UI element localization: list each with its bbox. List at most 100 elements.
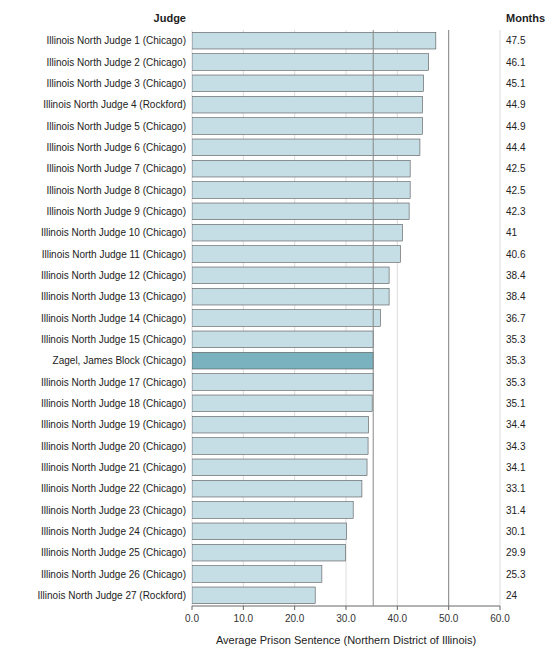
category-label: Illinois North Judge 3 (Chicago) bbox=[46, 78, 186, 89]
data-label: 38.4 bbox=[506, 291, 526, 302]
bar bbox=[192, 352, 373, 369]
category-label: Illinois North Judge 6 (Chicago) bbox=[46, 142, 186, 153]
y-axis-title: Judge bbox=[154, 12, 186, 24]
y-axis: Illinois North Judge 1 (Chicago) Illinois… bbox=[38, 35, 186, 601]
bar bbox=[192, 438, 368, 455]
x-axis: 0.0 10.0 20.0 30.0 40.0 50.0 60.0 bbox=[185, 606, 510, 624]
data-label: 34.4 bbox=[506, 419, 526, 430]
bar bbox=[192, 203, 409, 220]
grid-line bbox=[448, 30, 449, 606]
data-label: 31.4 bbox=[506, 505, 526, 516]
category-label: Illinois North Judge 24 (Chicago) bbox=[41, 526, 186, 537]
data-label: 42.3 bbox=[506, 206, 526, 217]
bar bbox=[192, 480, 362, 497]
data-labels: 47.546.145.144.944.944.442.542.542.34140… bbox=[506, 35, 526, 601]
category-label: Illinois North Judge 20 (Chicago) bbox=[41, 441, 186, 452]
plot-area bbox=[192, 30, 449, 606]
category-label: Illinois North Judge 19 (Chicago) bbox=[41, 419, 186, 430]
data-label: 35.3 bbox=[506, 355, 526, 366]
category-label: Illinois North Judge 14 (Chicago) bbox=[41, 313, 186, 324]
bar bbox=[192, 523, 347, 540]
category-label: Illinois North Judge 1 (Chicago) bbox=[46, 35, 186, 46]
category-label: Illinois North Judge 15 (Chicago) bbox=[41, 334, 186, 345]
bar bbox=[192, 310, 380, 327]
tick-label: 10.0 bbox=[234, 613, 254, 624]
category-label: Illinois North Judge 12 (Chicago) bbox=[41, 270, 186, 281]
data-label: 44.9 bbox=[506, 99, 526, 110]
reference-line bbox=[448, 30, 449, 606]
bar bbox=[192, 395, 372, 412]
category-label: Illinois North Judge 23 (Chicago) bbox=[41, 505, 186, 516]
data-label: 35.1 bbox=[506, 398, 526, 409]
data-label: 34.3 bbox=[506, 441, 526, 452]
data-label: 34.1 bbox=[506, 462, 526, 473]
bar bbox=[192, 118, 422, 135]
category-label: Illinois North Judge 8 (Chicago) bbox=[46, 185, 186, 196]
grid-line bbox=[397, 30, 398, 606]
x-axis-line bbox=[192, 606, 500, 607]
bar bbox=[192, 182, 410, 199]
category-label: Illinois North Judge 25 (Chicago) bbox=[41, 547, 186, 558]
bar bbox=[192, 566, 322, 583]
tick-mark bbox=[500, 606, 501, 610]
tick-label: 40.0 bbox=[388, 613, 408, 624]
data-label: 35.3 bbox=[506, 377, 526, 388]
category-label: Illinois North Judge 22 (Chicago) bbox=[41, 483, 186, 494]
category-label: Illinois North Judge 21 (Chicago) bbox=[41, 462, 186, 473]
data-label: 44.9 bbox=[506, 121, 526, 132]
tick-label: 50.0 bbox=[439, 613, 459, 624]
bar bbox=[192, 75, 424, 92]
data-label: 30.1 bbox=[506, 526, 526, 537]
bar bbox=[192, 331, 373, 348]
grid bbox=[192, 30, 500, 606]
category-label: Illinois North Judge 4 (Rockford) bbox=[43, 99, 186, 110]
tick-mark bbox=[448, 606, 449, 610]
grid-line bbox=[500, 30, 501, 606]
category-label: Illinois North Judge 18 (Chicago) bbox=[41, 398, 186, 409]
data-label: 35.3 bbox=[506, 334, 526, 345]
tick-mark bbox=[397, 606, 398, 610]
bar bbox=[192, 139, 420, 156]
category-label: Illinois North Judge 27 (Rockford) bbox=[38, 590, 186, 601]
bar bbox=[192, 502, 353, 519]
category-label: Illinois North Judge 26 (Chicago) bbox=[41, 569, 186, 580]
data-label: 33.1 bbox=[506, 483, 526, 494]
data-label: 40.6 bbox=[506, 249, 526, 260]
bar bbox=[192, 54, 429, 71]
category-label: Illinois North Judge 5 (Chicago) bbox=[46, 121, 186, 132]
bar bbox=[192, 544, 345, 561]
tick-label: 20.0 bbox=[285, 613, 305, 624]
data-label: 47.5 bbox=[506, 35, 526, 46]
tick-label: 30.0 bbox=[336, 613, 356, 624]
bar bbox=[192, 416, 369, 433]
data-label: 45.1 bbox=[506, 78, 526, 89]
tick-mark bbox=[346, 606, 347, 610]
category-label: Zagel, James Block (Chicago) bbox=[53, 355, 186, 366]
bar bbox=[192, 587, 315, 604]
bar bbox=[192, 267, 389, 284]
bar bbox=[192, 459, 367, 476]
bar bbox=[192, 160, 410, 177]
bar bbox=[192, 288, 389, 305]
data-label: 29.9 bbox=[506, 547, 526, 558]
bar bbox=[192, 374, 373, 391]
data-label: 36.7 bbox=[506, 313, 526, 324]
data-label: 46.1 bbox=[506, 57, 526, 68]
tick-mark bbox=[243, 606, 244, 610]
chart: 0.0 10.0 20.0 30.0 40.0 50.0 60.0 Illinois Nort… bbox=[0, 0, 550, 658]
data-label: 44.4 bbox=[506, 142, 526, 153]
bar bbox=[192, 32, 436, 49]
tick-label: 0.0 bbox=[185, 613, 199, 624]
category-label: Illinois North Judge 2 (Chicago) bbox=[46, 57, 186, 68]
tick-label: 60.0 bbox=[490, 613, 510, 624]
reference-line bbox=[373, 30, 374, 606]
data-label: 24 bbox=[506, 590, 518, 601]
category-label: Illinois North Judge 7 (Chicago) bbox=[46, 163, 186, 174]
bar bbox=[192, 246, 400, 263]
category-label: Illinois North Judge 11 (Chicago) bbox=[42, 249, 186, 260]
data-label: 25.3 bbox=[506, 569, 526, 580]
category-label: Illinois North Judge 13 (Chicago) bbox=[41, 291, 186, 302]
tick-mark bbox=[192, 606, 193, 610]
bar bbox=[192, 96, 422, 113]
category-label: Illinois North Judge 17 (Chicago) bbox=[41, 377, 186, 388]
